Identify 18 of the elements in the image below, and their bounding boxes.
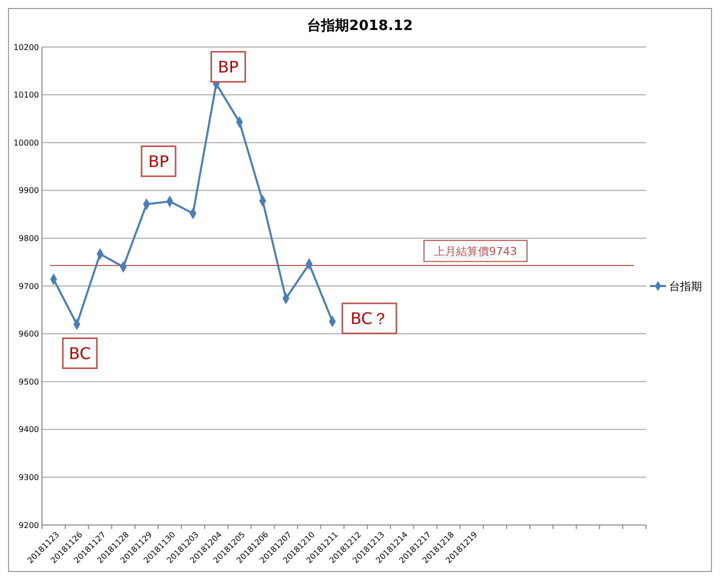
y-tick-label: 9400 [18,425,39,434]
y-tick-label: 9800 [18,234,39,243]
y-tick-label: 9500 [18,377,39,386]
y-tick-label: 9600 [18,330,39,339]
legend-label: 台指期 [669,280,702,293]
y-tick-label: 10200 [14,42,39,52]
chart-title: 台指期2018.12 [307,18,413,34]
annotation: BP [148,152,170,171]
y-tick-label: 10100 [14,90,39,100]
annotation: BC [68,344,91,363]
annotation: BC？ [350,308,388,328]
ref-line-label: 上月結算價9743 [434,244,517,258]
annotation: BP [218,57,239,76]
y-tick-label: 9300 [18,473,39,482]
y-tick-label: 9200 [18,520,39,530]
y-tick-label: 9700 [18,282,39,291]
y-tick-label: 9900 [18,186,39,196]
y-tick-label: 10000 [14,138,39,148]
